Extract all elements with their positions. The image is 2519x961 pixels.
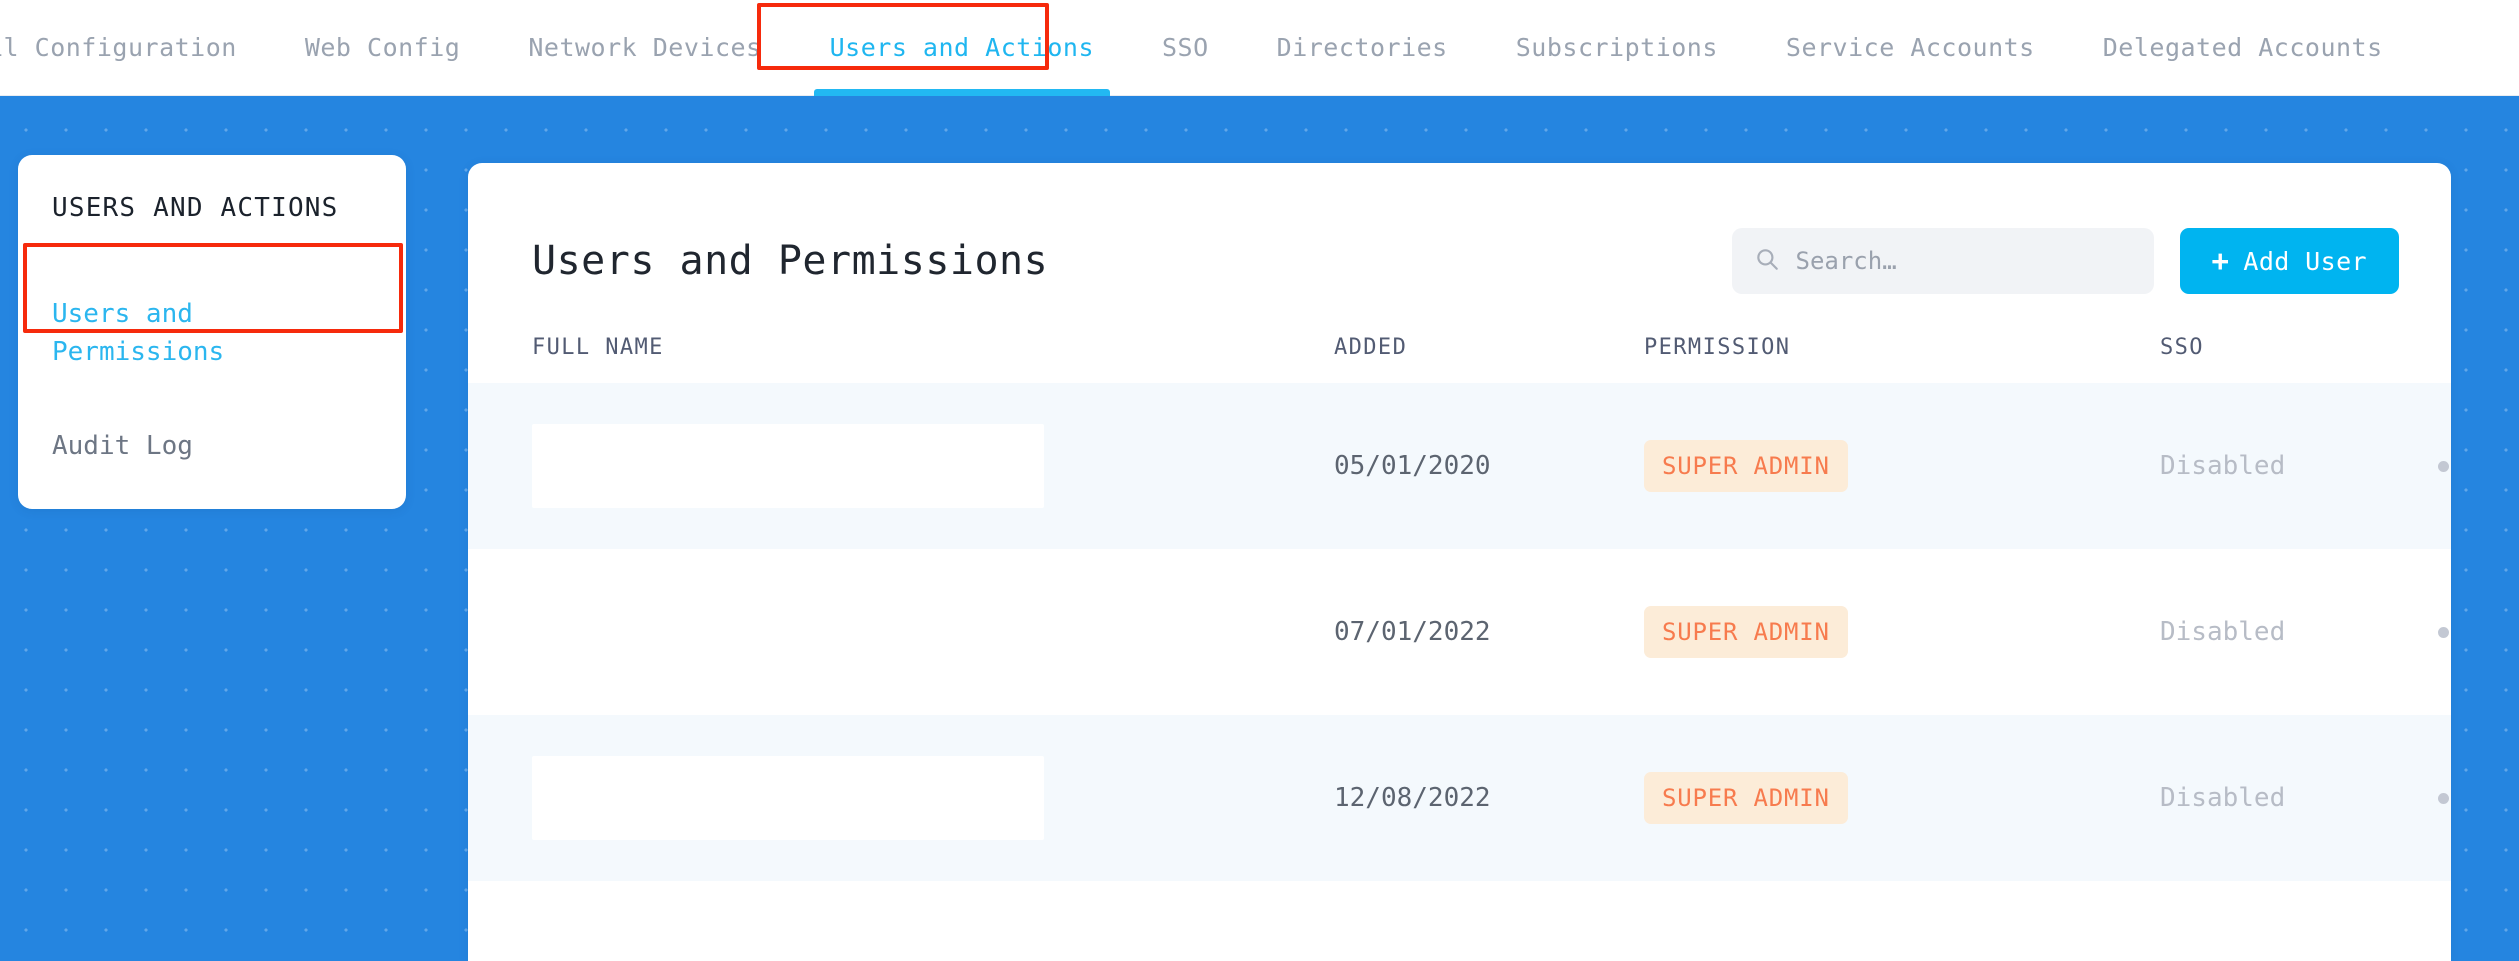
nav-tab-network-devices[interactable]: Network Devices [494, 0, 795, 96]
table-row-partial[interactable] [468, 881, 2451, 941]
more-options-icon[interactable] [2438, 626, 2451, 638]
top-navigation-bar: il Configuration Web Config Network Devi… [0, 0, 2519, 96]
column-header-added: ADDED [1334, 334, 1408, 360]
redacted-name-box [532, 424, 1044, 508]
sidebar-item-users-and-permissions[interactable]: Users and Permissions [18, 249, 406, 381]
nav-tab-label: Web Config [304, 33, 461, 62]
content-header: Users and Permissions Search… + Add User [468, 163, 2451, 311]
top-nav-items: il Configuration Web Config Network Devi… [0, 0, 2417, 96]
column-header-permission: PERMISSION [1644, 334, 1791, 360]
cell-actions [2360, 626, 2451, 638]
sidebar-item-audit-log[interactable]: Audit Log [18, 381, 406, 475]
nav-tab-label: Users and Actions [829, 33, 1094, 62]
nav-tab-web-config[interactable]: Web Config [271, 0, 495, 96]
cell-actions [2360, 792, 2451, 804]
page-title: Users and Permissions [532, 238, 1049, 284]
cell-added: 07/01/2022 [1334, 617, 1491, 647]
add-user-label: Add User [2243, 246, 2367, 276]
users-table: FULL NAME ADDED PERMISSION SSO 05/01/202… [468, 311, 2451, 941]
cell-permission: SUPER ADMIN [1644, 440, 2160, 492]
sidebar-title: USERS AND ACTIONS [52, 193, 339, 223]
nav-tab-sso[interactable]: SSO [1128, 0, 1243, 96]
nav-tab-label: Subscriptions [1515, 33, 1718, 62]
cell-full-name [532, 424, 1334, 508]
cell-sso: Disabled [2160, 783, 2286, 813]
nav-tab-label: Delegated Accounts [2102, 33, 2383, 62]
column-header-sso: SSO [2160, 334, 2204, 360]
header-actions: Search… + Add User [1731, 228, 2399, 294]
sidebar-item-label: Users and Permissions [52, 299, 225, 367]
table-row[interactable]: 12/08/2022 SUPER ADMIN Disabled [468, 715, 2451, 881]
cell-sso: Disabled [2160, 617, 2286, 647]
nav-tab-service-accounts[interactable]: Service Accounts [1752, 0, 2069, 96]
table-row[interactable]: 05/01/2020 SUPER ADMIN Disabled [468, 383, 2451, 549]
cell-added: 05/01/2020 [1334, 451, 1491, 481]
cell-permission: SUPER ADMIN [1644, 606, 2160, 658]
search-input[interactable]: Search… [1731, 228, 2154, 294]
cell-sso: Disabled [2160, 451, 2286, 481]
cell-added: 12/08/2022 [1334, 783, 1491, 813]
status-badge: SUPER ADMIN [1644, 772, 1848, 824]
nav-tab-label: Service Accounts [1785, 33, 2035, 62]
nav-tab-label: SSO [1162, 33, 1209, 62]
nav-tab-label: Directories [1276, 33, 1448, 62]
more-options-icon[interactable] [2438, 460, 2451, 472]
nav-tab-subscriptions[interactable]: Subscriptions [1482, 0, 1752, 96]
table-row[interactable]: 07/01/2022 SUPER ADMIN Disabled [468, 549, 2451, 715]
main-content-card: Users and Permissions Search… + Add User… [468, 163, 2451, 961]
active-tab-underline [813, 88, 1110, 96]
status-badge: SUPER ADMIN [1644, 440, 1848, 492]
status-badge: SUPER ADMIN [1644, 606, 1848, 658]
nav-tab-mail-configuration[interactable]: il Configuration [0, 0, 271, 96]
sidebar-card: USERS AND ACTIONS Users and Permissions … [18, 155, 406, 509]
cell-full-name [532, 756, 1334, 840]
nav-tab-label: Network Devices [528, 33, 762, 62]
search-placeholder: Search… [1795, 247, 1897, 275]
column-header-full-name: FULL NAME [532, 334, 664, 360]
more-options-icon[interactable] [2438, 792, 2451, 804]
nav-tab-users-and-actions[interactable]: Users and Actions [796, 0, 1128, 96]
sidebar-item-label: Audit Log [52, 431, 193, 461]
add-user-button[interactable]: + Add User [2179, 228, 2399, 294]
cell-actions [2360, 460, 2451, 472]
cell-permission: SUPER ADMIN [1644, 772, 2160, 824]
nav-tab-directories[interactable]: Directories [1243, 0, 1482, 96]
table-header-row: FULL NAME ADDED PERMISSION SSO [468, 311, 2451, 383]
redacted-name-box [532, 756, 1044, 840]
nav-tab-label: il Configuration [0, 33, 237, 62]
plus-icon: + [2211, 243, 2230, 278]
nav-tab-delegated-accounts[interactable]: Delegated Accounts [2069, 0, 2417, 96]
search-icon [1754, 246, 1780, 276]
